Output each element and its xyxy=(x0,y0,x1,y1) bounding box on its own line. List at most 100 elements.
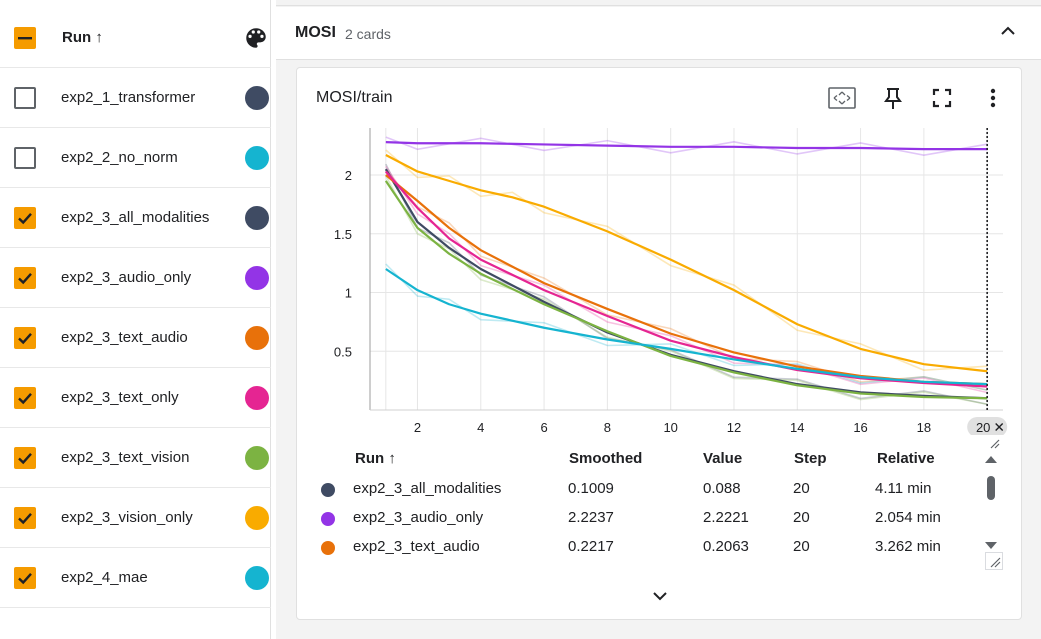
run-row[interactable]: exp2_3_audio_only xyxy=(0,248,271,308)
run-color-swatch[interactable] xyxy=(245,86,269,110)
x-tick-label: 14 xyxy=(790,420,804,435)
run-label: exp2_2_no_norm xyxy=(61,149,178,166)
row-color-dot xyxy=(321,512,335,526)
y-tick-label: 2 xyxy=(345,168,352,183)
series-line xyxy=(384,170,988,388)
col-step-header[interactable]: Step xyxy=(794,450,827,467)
x-tick-label: 12 xyxy=(727,420,741,435)
scroll-thumb xyxy=(987,476,995,500)
x-tick-label: 2 xyxy=(414,420,421,435)
expand-table-icon[interactable] xyxy=(648,586,672,606)
run-label: exp2_3_text_only xyxy=(61,389,179,406)
run-checkbox[interactable] xyxy=(14,267,36,289)
palette-icon[interactable] xyxy=(243,25,269,51)
series-line xyxy=(385,174,988,386)
run-row[interactable]: exp2_3_text_vision xyxy=(0,428,271,488)
run-checkbox[interactable] xyxy=(14,387,36,409)
x-tick-label: 10 xyxy=(663,420,677,435)
cell-step: 20 xyxy=(793,509,810,526)
step-badge: 20 xyxy=(967,417,1008,435)
run-row[interactable]: exp2_3_vision_only xyxy=(0,488,271,548)
run-checkbox[interactable] xyxy=(14,87,36,109)
card-group-header[interactable]: MOSI 2 cards xyxy=(276,7,1041,60)
series-line xyxy=(384,168,988,400)
fullscreen-icon[interactable] xyxy=(928,84,956,112)
series-raw-line xyxy=(385,149,988,371)
series-raw-line xyxy=(385,136,988,156)
run-color-swatch[interactable] xyxy=(245,386,269,410)
run-color-swatch[interactable] xyxy=(245,146,269,170)
run-checkbox[interactable] xyxy=(14,207,36,229)
series-raw-line xyxy=(385,163,988,406)
cell-smoothed: 2.2237 xyxy=(568,509,614,526)
run-color-swatch[interactable] xyxy=(245,206,269,230)
runs-header: Run ↑ xyxy=(0,8,271,68)
col-run-header[interactable]: Run ↑ xyxy=(355,450,396,467)
step-badge-bg xyxy=(967,417,1008,435)
close-icon xyxy=(995,423,1004,431)
top-divider xyxy=(276,0,1041,6)
series-line xyxy=(384,180,988,400)
run-checkbox[interactable] xyxy=(14,447,36,469)
cell-value: 0.2063 xyxy=(703,538,749,555)
cell-relative: 4.11 min xyxy=(875,480,932,497)
run-row[interactable]: exp2_3_text_audio xyxy=(0,308,271,368)
step-badge-label: 20 xyxy=(976,420,990,435)
run-row[interactable]: exp2_2_no_norm xyxy=(0,128,271,188)
pin-icon[interactable] xyxy=(879,84,907,112)
run-color-swatch[interactable] xyxy=(245,446,269,470)
run-row[interactable]: exp2_3_text_only xyxy=(0,368,271,428)
run-label: exp2_3_text_audio xyxy=(61,329,188,346)
run-color-swatch[interactable] xyxy=(245,566,269,590)
run-checkbox[interactable] xyxy=(14,567,36,589)
row-color-dot xyxy=(321,483,335,497)
main-panel: MOSI 2 cards MOSI/train 0.5 1 1.5 2 2 4 6 8 10 12… xyxy=(276,0,1041,639)
col-smoothed-header[interactable]: Smoothed xyxy=(569,450,643,467)
scroll-up-icon xyxy=(985,456,997,463)
run-color-swatch[interactable] xyxy=(245,506,269,530)
row-color-dot xyxy=(321,541,335,555)
cell-run: exp2_3_text_audio xyxy=(353,538,480,555)
run-row[interactable]: exp2_4_mae xyxy=(0,548,271,608)
scalar-card: MOSI/train 0.5 1 1.5 2 2 4 6 8 10 12 14 16 18 20 Run … xyxy=(296,67,1022,620)
cell-value: 2.2221 xyxy=(703,509,749,526)
group-title: MOSI xyxy=(295,24,336,41)
table-scrollbar[interactable] xyxy=(983,452,999,552)
run-label: exp2_3_all_modalities xyxy=(61,209,210,226)
series-line xyxy=(385,268,988,386)
resize-handle-top-icon[interactable] xyxy=(987,436,1001,450)
run-row[interactable]: exp2_3_all_modalities xyxy=(0,188,271,248)
group-card-count: 2 cards xyxy=(345,26,391,42)
fit-domain-icon[interactable] xyxy=(828,84,856,112)
x-tick-label: 16 xyxy=(853,420,867,435)
run-checkbox[interactable] xyxy=(14,507,36,529)
resize-handle-bottom-icon[interactable] xyxy=(985,552,1003,570)
run-label: exp2_1_transformer xyxy=(61,89,196,106)
series-raw-line xyxy=(385,175,988,406)
run-color-swatch[interactable] xyxy=(245,326,269,350)
run-checkbox[interactable] xyxy=(14,147,36,169)
more-vert-icon[interactable] xyxy=(979,84,1007,112)
line-chart[interactable]: 0.5 1 1.5 2 2 4 6 8 10 12 14 16 18 20 xyxy=(317,123,1017,435)
run-label: exp2_3_text_vision xyxy=(61,449,190,466)
col-value-header[interactable]: Value xyxy=(703,450,743,467)
x-tick-label: 4 xyxy=(477,420,484,435)
cell-smoothed: 0.1009 xyxy=(568,480,614,497)
y-tick-label: 1 xyxy=(345,286,352,301)
select-all-checkbox[interactable] xyxy=(14,27,36,49)
x-tick-label: 6 xyxy=(540,420,547,435)
cell-smoothed: 0.2217 xyxy=(568,538,614,555)
col-relative-header[interactable]: Relative xyxy=(877,450,935,467)
run-color-swatch[interactable] xyxy=(245,266,269,290)
run-checkbox[interactable] xyxy=(14,327,36,349)
cell-run: exp2_3_all_modalities xyxy=(353,480,502,497)
series-line xyxy=(385,141,988,151)
cell-value: 0.088 xyxy=(703,480,741,497)
series-raw-line xyxy=(385,263,988,391)
run-row[interactable]: exp2_1_transformer xyxy=(0,68,271,128)
cell-relative: 2.054 min xyxy=(875,509,941,526)
scroll-down-icon xyxy=(985,542,997,549)
chevron-up-icon[interactable] xyxy=(998,21,1018,41)
run-sort-header[interactable]: Run ↑ xyxy=(62,29,103,46)
